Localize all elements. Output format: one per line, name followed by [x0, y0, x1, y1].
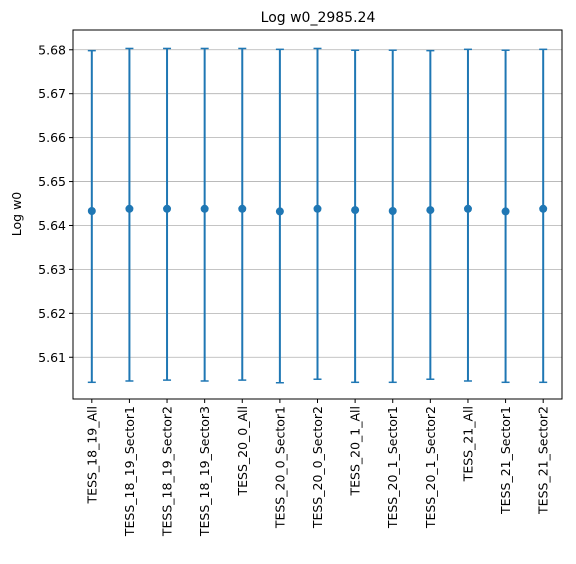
x-tick-label: TESS_21_Sector2: [536, 406, 551, 515]
data-point: [163, 204, 172, 213]
data-point: [313, 204, 322, 213]
x-tick-label: TESS_20_1_Sector2: [423, 406, 438, 529]
y-axis-label: Log w0: [9, 192, 24, 237]
x-tick-label: TESS_20_0_Sector2: [310, 406, 325, 529]
x-tick-label: TESS_20_0_All: [235, 406, 250, 497]
x-tick-label: TESS_21_All: [460, 406, 475, 482]
data-points: [87, 204, 548, 216]
y-tick-label: 5.61: [38, 350, 66, 365]
x-tick-label: TESS_18_19_Sector2: [160, 406, 175, 537]
y-axis-ticks: 5.61 5.62 5.63 5.64 5.65 5.66 5.67 5.68: [38, 42, 73, 365]
x-tick-label: TESS_20_0_Sector1: [272, 406, 287, 529]
y-tick-label: 5.62: [38, 306, 66, 321]
y-tick-label: 5.66: [38, 130, 66, 145]
chart-title: Log w0_2985.24: [261, 10, 376, 26]
data-point: [87, 206, 96, 215]
data-point: [463, 204, 472, 213]
x-axis-ticks: TESS_18_19_All TESS_18_19_Sector1 TESS_18_…: [84, 399, 551, 537]
y-tick-label: 5.64: [38, 218, 66, 233]
data-point: [238, 204, 247, 213]
data-point: [501, 207, 510, 216]
x-tick-label: TESS_20_1_Sector1: [385, 406, 400, 529]
plot-frame: [72, 29, 563, 400]
x-tick-label: TESS_21_Sector1: [498, 406, 513, 515]
data-point: [275, 207, 284, 216]
data-point: [388, 206, 397, 215]
y-tick-label: 5.68: [38, 42, 66, 57]
x-tick-label: TESS_18_19_Sector1: [122, 406, 137, 537]
data-point: [200, 204, 209, 213]
x-tick-label: TESS_20_1_All: [348, 406, 363, 497]
x-tick-label: TESS_18_19_All: [84, 406, 99, 504]
y-tick-label: 5.63: [38, 262, 66, 277]
error-bars: [87, 47, 548, 384]
data-point: [351, 206, 360, 215]
data-point: [426, 206, 435, 215]
data-point: [539, 204, 548, 213]
x-tick-label: TESS_18_19_Sector3: [197, 406, 212, 537]
y-tick-label: 5.67: [38, 86, 66, 101]
data-point: [125, 204, 134, 213]
y-tick-label: 5.65: [38, 174, 66, 189]
